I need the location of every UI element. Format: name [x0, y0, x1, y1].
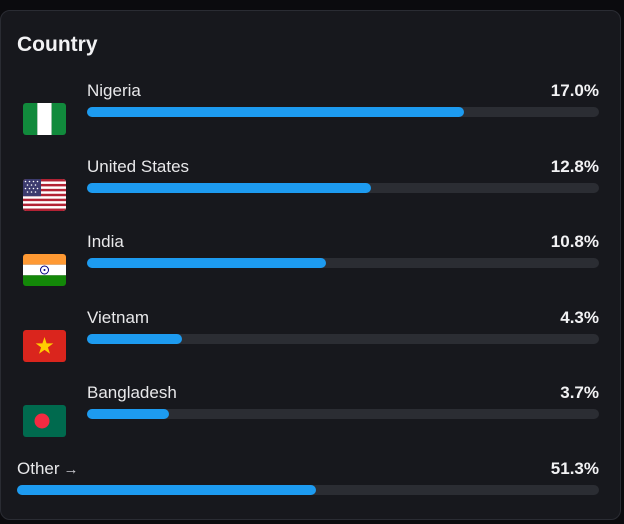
country-bar-track	[87, 334, 599, 344]
usa-flag-icon	[23, 179, 66, 211]
other-link[interactable]: Other →	[17, 459, 79, 479]
other-bar-fill	[17, 485, 316, 495]
country-percent: 4.3%	[560, 308, 599, 327]
country-name: India	[87, 232, 124, 251]
country-name: Nigeria	[87, 81, 141, 100]
country-name: United States	[87, 157, 190, 176]
country-bar-track	[87, 183, 599, 193]
country-row-bangladesh: Bangladesh 3.7%	[1, 383, 620, 443]
other-row[interactable]: Other → 51.3%	[1, 459, 620, 519]
country-bar-fill	[87, 334, 183, 344]
nigeria-flag-icon	[23, 103, 66, 135]
country-bar-track	[87, 107, 599, 117]
country-bar-fill	[87, 409, 169, 419]
country-bar-fill	[87, 183, 371, 193]
country-panel: Country Nigeria 17.0%	[0, 10, 621, 520]
arrow-right-icon: →	[63, 461, 79, 478]
country-bar-fill	[87, 258, 327, 268]
country-percent: 12.8%	[550, 157, 599, 176]
panel-title: Country	[17, 33, 98, 56]
country-row-united-states: United States 12.8%	[1, 157, 620, 217]
country-name: Vietnam	[87, 308, 150, 327]
country-percent: 3.7%	[560, 383, 599, 402]
other-label: Other	[17, 459, 60, 478]
country-percent: 17.0%	[550, 81, 599, 100]
country-bar-track	[87, 409, 599, 419]
vietnam-flag-icon	[23, 330, 66, 362]
other-percent: 51.3%	[550, 459, 599, 478]
country-bar-track	[87, 258, 599, 268]
india-flag-icon	[23, 254, 66, 286]
country-row-vietnam: Vietnam 4.3%	[1, 308, 620, 368]
bangladesh-flag-icon	[23, 405, 66, 437]
other-bar-track	[17, 485, 599, 495]
country-percent: 10.8%	[550, 232, 599, 251]
country-row-india: India 10.8%	[1, 232, 620, 292]
country-row-nigeria: Nigeria 17.0%	[1, 81, 620, 141]
country-bar-fill	[87, 107, 464, 117]
country-name: Bangladesh	[87, 383, 177, 402]
